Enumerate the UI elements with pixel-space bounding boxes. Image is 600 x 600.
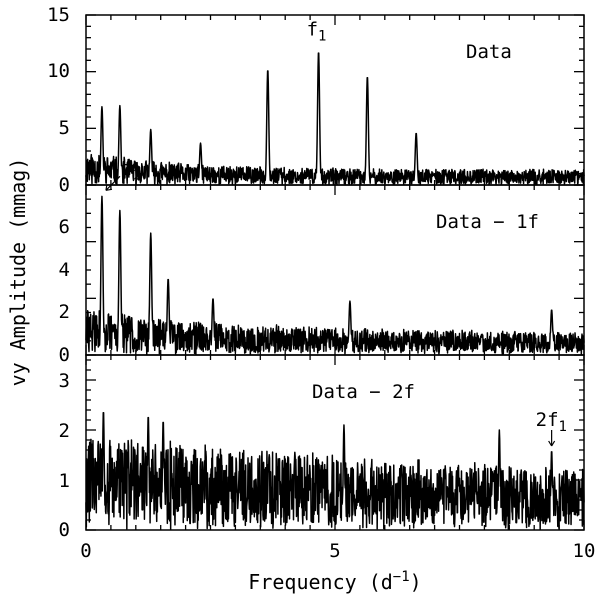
x-tick-label-5: 5 — [329, 540, 340, 562]
annotation-group: f1 f2 2f1 — [105, 18, 567, 447]
panel-label-data-minus-1f: Data − 1f — [436, 211, 539, 233]
peak-annotation: f2 — [122, 157, 142, 183]
y-tick-label: 3 — [59, 370, 70, 392]
panel-label-data: Data — [466, 41, 512, 63]
x-axis-title: Frequency (d−1) — [248, 569, 421, 594]
panel-label-data-minus-2f: Data − 2f — [312, 381, 415, 403]
y-axis-title: vy Amplitude (mmag) — [6, 158, 30, 387]
annotation-arrow — [551, 440, 556, 447]
y-tick-label: 6 — [59, 216, 70, 238]
y-tick-label: 10 — [47, 60, 70, 82]
y-tick-label: 5 — [59, 117, 70, 139]
series-group — [85, 52, 585, 531]
annotation-arrow — [105, 188, 113, 191]
y-tick-label: 0 — [59, 344, 70, 366]
annotation-arrow — [548, 440, 553, 447]
amplitude-spectrum-line — [85, 52, 585, 186]
x-tick-label-10: 10 — [573, 540, 596, 562]
amplitude-spectrum-line — [85, 195, 585, 356]
peak-annotation: 2f1 — [536, 409, 567, 435]
y-tick-label: 2 — [59, 420, 70, 442]
x-axis-title-exponent: −1 — [393, 569, 410, 585]
x-tick-label-0: 0 — [80, 540, 91, 562]
peak-annotation: f1 — [307, 18, 327, 44]
y-tick-label: 4 — [59, 259, 70, 281]
annotation-arrow — [105, 184, 108, 191]
y-tick-label: 0 — [59, 174, 70, 196]
y-tick-label: 2 — [59, 301, 70, 323]
y-tick-label: 0 — [59, 519, 70, 541]
amplitude-spectrum-line — [85, 411, 585, 531]
y-tick-label: 15 — [47, 4, 70, 26]
annotation-arrow — [105, 175, 121, 191]
y-tick-label: 1 — [59, 470, 70, 492]
